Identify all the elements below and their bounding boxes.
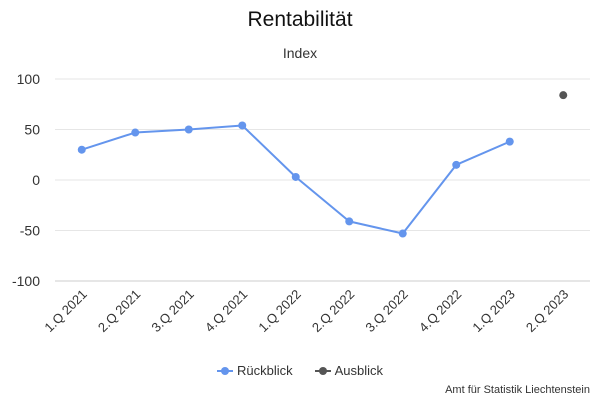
data-point <box>131 128 140 137</box>
y-tick-label: 50 <box>24 122 40 138</box>
legend-label-ausblick: Ausblick <box>334 363 384 378</box>
data-point <box>238 121 247 130</box>
legend-marker-ausblick <box>314 366 331 376</box>
data-point <box>345 217 354 226</box>
y-tick-label: -50 <box>20 223 40 239</box>
data-point <box>559 91 568 100</box>
data-point <box>452 160 461 169</box>
x-tick-label: 1.Q 2023 <box>469 287 517 335</box>
data-point <box>184 125 193 134</box>
legend-item-ausblick[interactable]: Ausblick <box>314 363 384 378</box>
y-tick-label: 0 <box>32 172 40 188</box>
chart-subtitle: Index <box>282 45 318 61</box>
source-credit: Amt für Statistik Liechtenstein <box>445 384 590 396</box>
x-tick-label: 2.Q 2023 <box>523 287 571 335</box>
x-tick-label: 4.Q 2022 <box>416 287 464 335</box>
legend-item-rueckblick[interactable]: Rückblick <box>216 363 293 378</box>
legend: Rückblick Ausblick <box>0 363 600 378</box>
x-tick-label: 1.Q 2021 <box>41 287 89 335</box>
x-tick-label: 3.Q 2021 <box>148 287 196 335</box>
x-tick-label: 1.Q 2022 <box>255 287 303 335</box>
x-tick-label: 3.Q 2022 <box>362 287 410 335</box>
y-tick-label: 100 <box>17 71 41 87</box>
y-tick-label: -100 <box>12 273 40 289</box>
data-point <box>77 145 86 154</box>
data-point <box>291 172 300 181</box>
x-tick-label: 2.Q 2022 <box>309 287 357 335</box>
x-tick-label: 4.Q 2021 <box>202 287 250 335</box>
data-point <box>398 229 407 238</box>
data-point <box>505 137 514 146</box>
legend-marker-rueckblick <box>216 366 233 376</box>
x-tick-label: 2.Q 2021 <box>95 287 143 335</box>
chart-title: Rentabilität <box>247 8 353 31</box>
legend-label-rueckblick: Rückblick <box>236 363 293 378</box>
